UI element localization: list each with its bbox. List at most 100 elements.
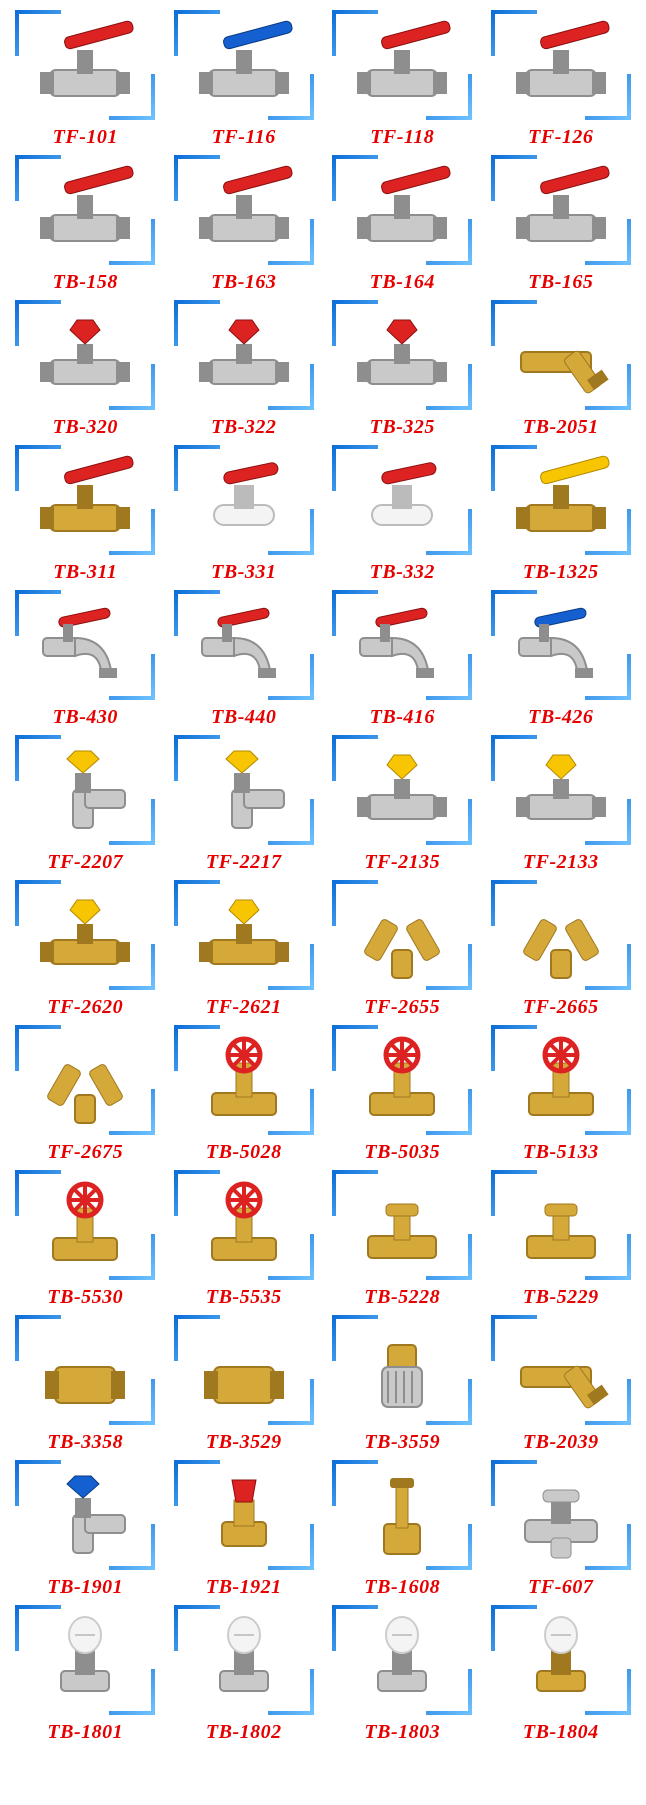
- product-thumb-mini-valve[interactable]: [332, 445, 472, 555]
- product-cell: TB-158: [8, 155, 163, 294]
- product-thumb-radiator-valve[interactable]: [15, 1605, 155, 1715]
- product-cell: TF-2207: [8, 735, 163, 874]
- product-code: TB-311: [53, 561, 117, 584]
- product-cell: TF-2620: [8, 880, 163, 1019]
- product-thumb-radiator-valve[interactable]: [491, 1605, 631, 1715]
- product-code: TF-2207: [47, 851, 123, 874]
- product-code: TB-1325: [523, 561, 599, 584]
- product-cell: TB-1901: [8, 1460, 163, 1599]
- product-thumb-butterfly-valve[interactable]: [332, 300, 472, 410]
- product-thumb-lever-valve[interactable]: [332, 10, 472, 120]
- product-thumb-relief-valve[interactable]: [332, 1460, 472, 1570]
- product-code: TF-2655: [364, 996, 440, 1019]
- product-cell: TF-126: [484, 10, 639, 149]
- product-cell: TB-325: [325, 300, 480, 439]
- product-thumb-gate-valve[interactable]: [332, 1025, 472, 1135]
- product-code: TB-1608: [364, 1576, 440, 1599]
- product-code: TB-1803: [364, 1721, 440, 1744]
- product-code: TB-164: [370, 271, 435, 294]
- product-thumb-mini-valve[interactable]: [174, 445, 314, 555]
- product-cell: TF-118: [325, 10, 480, 149]
- product-thumb-lever-valve[interactable]: [174, 155, 314, 265]
- product-thumb-lever-valve[interactable]: [491, 445, 631, 555]
- product-thumb-angle-valve[interactable]: [15, 735, 155, 845]
- product-thumb-lever-valve[interactable]: [15, 155, 155, 265]
- product-thumb-butterfly-valve[interactable]: [174, 880, 314, 990]
- product-code: TB-331: [211, 561, 276, 584]
- product-cell: TB-1608: [325, 1460, 480, 1599]
- product-cell: TB-3559: [325, 1315, 480, 1454]
- product-code: TF-2675: [47, 1141, 123, 1164]
- product-code: TF-607: [528, 1576, 593, 1599]
- product-thumb-stop-valve[interactable]: [491, 1170, 631, 1280]
- product-cell: TB-320: [8, 300, 163, 439]
- product-cell: TF-607: [484, 1460, 639, 1599]
- product-thumb-y-strainer[interactable]: [491, 300, 631, 410]
- product-thumb-gate-valve[interactable]: [15, 1170, 155, 1280]
- product-thumb-bibcock[interactable]: [491, 590, 631, 700]
- product-thumb-lever-valve[interactable]: [174, 10, 314, 120]
- product-code: TB-332: [370, 561, 435, 584]
- product-cell: TB-1325: [484, 445, 639, 584]
- product-thumb-lever-valve[interactable]: [491, 10, 631, 120]
- product-code: TF-116: [212, 126, 276, 149]
- product-thumb-bibcock[interactable]: [15, 590, 155, 700]
- product-code: TB-1901: [47, 1576, 123, 1599]
- product-thumb-butterfly-valve[interactable]: [491, 735, 631, 845]
- product-code: TB-416: [370, 706, 435, 729]
- product-cell: TF-2217: [167, 735, 322, 874]
- product-code: TB-426: [528, 706, 593, 729]
- product-thumb-y-fitting[interactable]: [332, 880, 472, 990]
- product-thumb-lever-valve[interactable]: [332, 155, 472, 265]
- product-thumb-mixing-valve[interactable]: [491, 1460, 631, 1570]
- product-thumb-check-valve[interactable]: [174, 1315, 314, 1425]
- product-cell: TB-5535: [167, 1170, 322, 1309]
- product-code: TB-163: [211, 271, 276, 294]
- product-code: TB-430: [53, 706, 118, 729]
- product-thumb-butterfly-valve[interactable]: [174, 300, 314, 410]
- product-thumb-lever-valve[interactable]: [15, 10, 155, 120]
- product-code: TB-3529: [206, 1431, 282, 1454]
- product-thumb-bibcock[interactable]: [174, 590, 314, 700]
- product-cell: TB-5229: [484, 1170, 639, 1309]
- product-thumb-y-strainer[interactable]: [491, 1315, 631, 1425]
- product-thumb-gate-valve[interactable]: [491, 1025, 631, 1135]
- product-thumb-gate-valve[interactable]: [174, 1170, 314, 1280]
- product-thumb-y-fitting[interactable]: [491, 880, 631, 990]
- product-cell: TB-440: [167, 590, 322, 729]
- product-code: TB-5530: [47, 1286, 123, 1309]
- product-cell: TB-164: [325, 155, 480, 294]
- product-code: TB-5028: [206, 1141, 282, 1164]
- product-code: TB-440: [211, 706, 276, 729]
- product-thumb-stop-valve[interactable]: [332, 1170, 472, 1280]
- product-thumb-angle-valve[interactable]: [174, 735, 314, 845]
- product-code: TF-2135: [364, 851, 440, 874]
- product-cell: TB-331: [167, 445, 322, 584]
- product-thumb-safety-valve[interactable]: [174, 1460, 314, 1570]
- product-cell: TB-2051: [484, 300, 639, 439]
- product-cell: TB-165: [484, 155, 639, 294]
- product-thumb-lever-valve[interactable]: [15, 445, 155, 555]
- product-cell: TB-1921: [167, 1460, 322, 1599]
- product-code: TF-2217: [206, 851, 282, 874]
- product-thumb-butterfly-valve[interactable]: [15, 300, 155, 410]
- product-cell: TB-332: [325, 445, 480, 584]
- product-thumb-bibcock[interactable]: [332, 590, 472, 700]
- product-cell: TB-416: [325, 590, 480, 729]
- product-thumb-foot-valve[interactable]: [332, 1315, 472, 1425]
- product-thumb-angle-valve[interactable]: [15, 1460, 155, 1570]
- product-thumb-butterfly-valve[interactable]: [332, 735, 472, 845]
- product-thumb-radiator-valve[interactable]: [174, 1605, 314, 1715]
- product-thumb-check-valve[interactable]: [15, 1315, 155, 1425]
- product-cell: TF-2675: [8, 1025, 163, 1164]
- product-thumb-lever-valve[interactable]: [491, 155, 631, 265]
- product-code: TF-2665: [523, 996, 599, 1019]
- product-code: TB-2039: [523, 1431, 599, 1454]
- product-code: TB-5228: [364, 1286, 440, 1309]
- product-code: TF-2620: [47, 996, 123, 1019]
- product-thumb-radiator-valve[interactable]: [332, 1605, 472, 1715]
- product-thumb-y-fitting[interactable]: [15, 1025, 155, 1135]
- product-thumb-gate-valve[interactable]: [174, 1025, 314, 1135]
- product-cell: TB-430: [8, 590, 163, 729]
- product-thumb-butterfly-valve[interactable]: [15, 880, 155, 990]
